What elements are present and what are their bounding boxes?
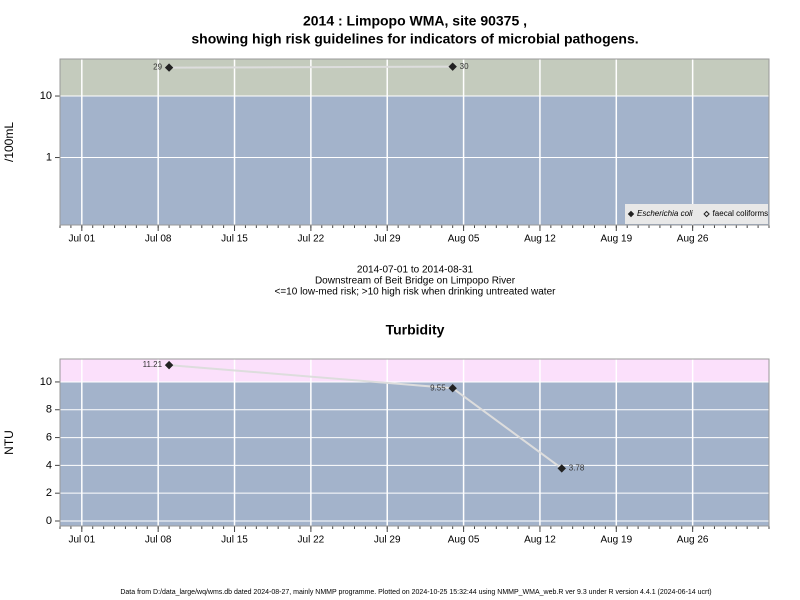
data-point [448,62,457,71]
x-tick-label: Jul 22 [298,535,325,546]
y-tick-label: 1 [46,151,52,163]
data-label: 3.78 [569,464,585,473]
x-tick-label: Jul 29 [374,234,401,245]
high-risk-band [60,359,769,382]
x-tick-label: Jul 15 [221,234,248,245]
data-label: 29 [153,63,162,72]
low-risk-band [60,381,769,526]
chart-title: 2014 : Limpopo WMA, site 90375 , [303,13,527,29]
x-tick-label: Aug 05 [448,234,480,245]
plot-frame [59,58,770,226]
y-axis-label: NTU [2,430,16,455]
data-point [164,63,174,72]
x-tick-label: Jul 01 [68,234,95,245]
annotation: <=10 low-med risk; >10 high risk when dr… [275,287,557,298]
x-tick-label: Aug 12 [524,535,556,546]
low-risk-band [60,96,769,225]
data-label: 9.55 [430,383,446,392]
x-tick-label: Aug 05 [448,535,480,546]
x-tick-label: Aug 26 [677,234,709,245]
y-tick-label: 10 [40,90,52,102]
data-label: 11.21 [143,360,163,369]
plot-frame [59,358,770,527]
y-tick-label: 2 [46,487,52,499]
data-point [448,383,457,393]
data-point [164,360,174,370]
x-tick-label: Jul 22 [298,234,325,245]
legend: Escherichia coli faecal coliforms [625,204,768,224]
chart-title: Turbidity [386,322,445,338]
x-tick-label: Jul 08 [145,535,172,546]
x-tick-label: Aug 12 [524,234,556,245]
y-tick-label: 10 [40,376,52,388]
footer: Data from D:/data_large/wq/wms.db dated … [120,589,711,596]
series-line [169,65,453,69]
y-tick-label: 6 [46,431,52,443]
x-tick-label: Jul 08 [145,234,172,245]
y-tick-label: 8 [46,404,52,416]
x-tick-label: Aug 19 [600,234,632,245]
legend-box [625,204,768,224]
y-axis-label: /100mL [2,122,16,162]
y-tick-label: 4 [46,459,52,471]
annotation: Downstream of Beit Bridge on Limpopo Riv… [315,276,516,287]
chart-title: showing high risk guidelines for indicat… [191,31,638,47]
legend-marker [703,210,710,218]
annotation: 2014-07-01 to 2014-08-31 [357,265,474,276]
y-tick-label: 0 [46,515,52,527]
x-tick-label: Aug 19 [600,535,632,546]
x-tick-label: Jul 29 [374,535,401,546]
data-point [557,464,566,473]
x-tick-label: Jul 01 [68,535,95,546]
legend-label: faecal coliforms [713,209,769,218]
high-risk-band [60,59,769,97]
data-label: 30 [460,62,469,71]
x-tick-label: Aug 26 [677,535,709,546]
legend-marker [627,210,635,218]
x-tick-label: Jul 15 [221,535,248,546]
legend-label: Escherichia coli [637,209,693,218]
